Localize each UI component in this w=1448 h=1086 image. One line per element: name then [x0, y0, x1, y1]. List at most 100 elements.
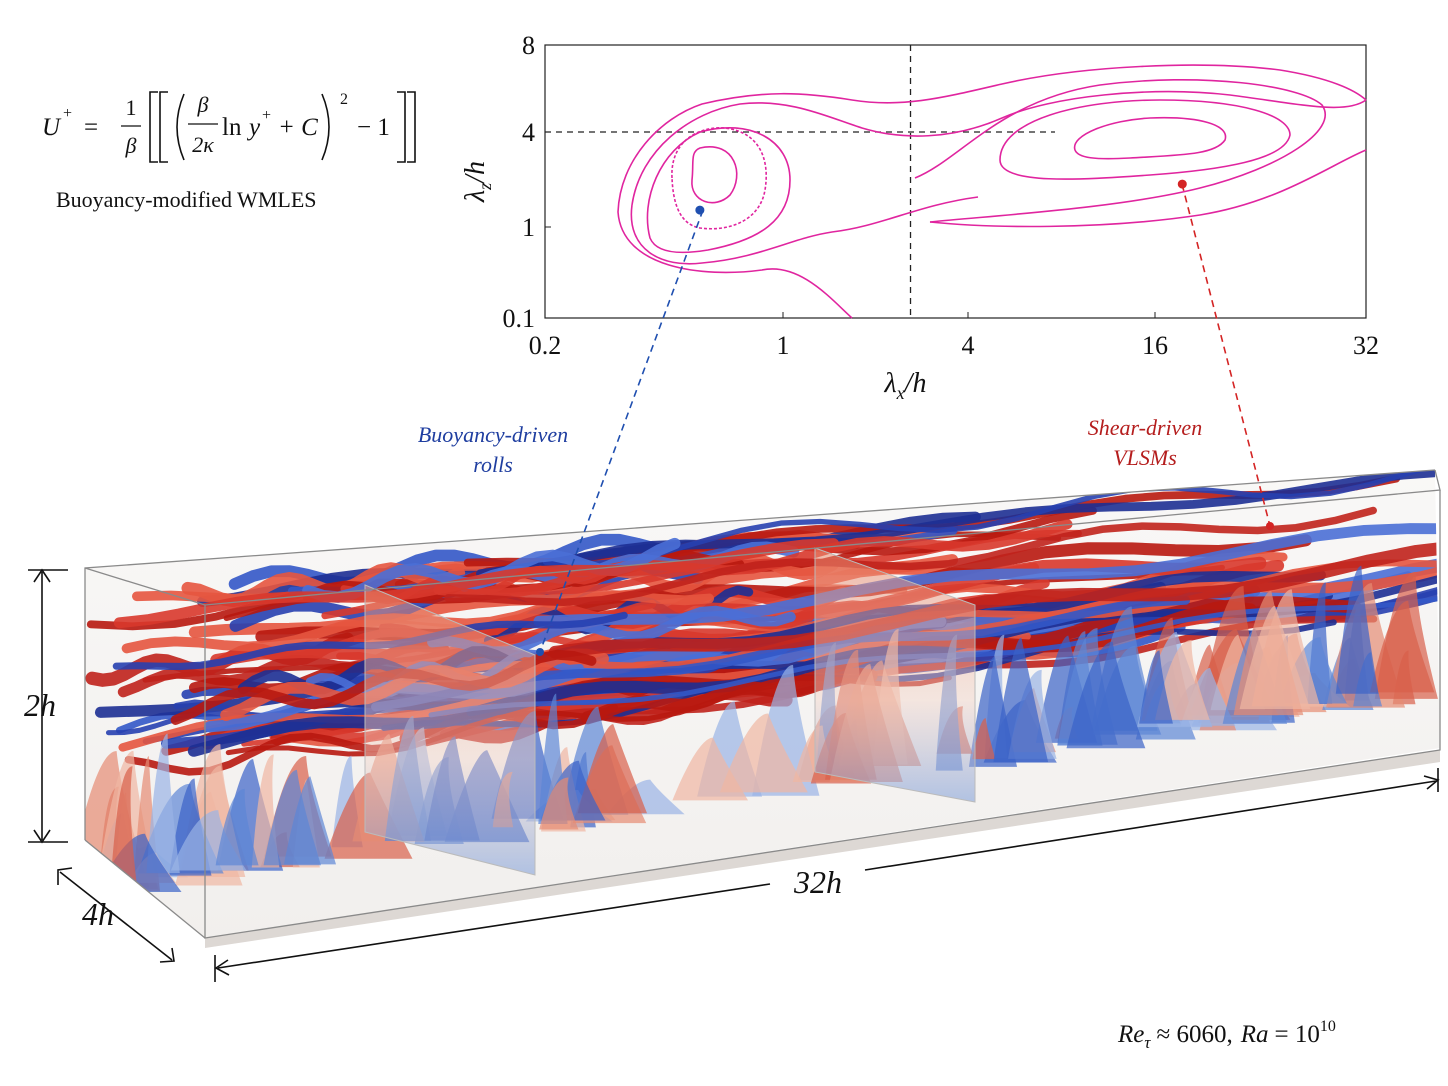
eq-lhs-sup: +	[63, 105, 72, 122]
dimension-length: 32h	[793, 864, 842, 900]
y-axis-label-symbol: λ	[460, 190, 491, 203]
vortex-tube	[533, 503, 1440, 627]
dimension-height: 2h	[24, 687, 56, 723]
annotation-line: Shear-driven	[1088, 415, 1202, 440]
thermal-plume	[672, 737, 749, 801]
thermal-plume	[1155, 639, 1210, 720]
vortex-tube	[444, 506, 1377, 607]
contour-line	[914, 79, 1326, 223]
paren	[321, 93, 330, 161]
eq-y: y	[246, 114, 261, 141]
thermal-plume	[577, 724, 648, 814]
x-tick-label: 0.2	[529, 331, 562, 360]
eq-plus-c: + C	[278, 114, 318, 141]
contour-line	[646, 127, 791, 254]
annotation-buoyancy: Buoyancy-driven rolls	[418, 422, 568, 477]
thermal-plume	[539, 777, 579, 830]
cut-plane	[364, 584, 536, 876]
re-value: ≈ 6060,	[1156, 1021, 1232, 1048]
eq-y-sup: +	[262, 107, 271, 124]
contour-line	[1074, 116, 1227, 160]
y-tick-label: 8	[522, 31, 535, 60]
connector	[1181, 183, 1271, 527]
y-tick-label: 0.1	[503, 304, 536, 333]
bracket	[149, 91, 168, 163]
x-tick-label: 1	[777, 331, 790, 360]
dimension-width: 4h	[82, 896, 114, 932]
thermal-plume	[1369, 600, 1435, 693]
connector-end	[1266, 522, 1274, 530]
thermal-plume	[263, 769, 322, 866]
thermal-plume	[146, 733, 180, 874]
annotation-line: rolls	[473, 452, 513, 477]
eq-equals: =	[84, 114, 98, 141]
y-tick-label: 1	[522, 213, 535, 242]
dimension-arrows	[28, 568, 1440, 982]
x-tick-label: 4	[962, 331, 975, 360]
y-axis-label-sub: z	[475, 183, 495, 191]
eq-lhs: U	[42, 114, 62, 141]
y-axis-label: λz/h	[460, 161, 495, 203]
eq-frac2-num: β	[197, 92, 209, 117]
vortex-tube	[228, 533, 680, 590]
contour-line	[929, 149, 1367, 228]
contour-line	[691, 146, 738, 204]
cut-plane	[814, 547, 976, 803]
y-axis-label-rest: /h	[460, 161, 491, 185]
eq-minus-one: − 1	[357, 114, 390, 141]
parameters: Reτ ≈ 6060, Ra = 1010	[1117, 1018, 1336, 1052]
flow-visualization	[84, 469, 1441, 948]
contour-line	[631, 90, 1367, 206]
re: Re	[1117, 1021, 1144, 1048]
contour-line	[630, 196, 979, 265]
box-edges	[84, 469, 1441, 939]
thermal-plume	[110, 766, 138, 887]
plot-frame	[544, 44, 1367, 319]
ra-exp: 10	[1320, 1018, 1336, 1035]
equation: U + = 1 β β 2κ ln y + + C 2 − 1	[42, 91, 416, 163]
x-axis-label: λx/h	[884, 368, 927, 403]
contour-line	[999, 99, 1291, 180]
eq-ln: ln	[222, 114, 242, 141]
paren	[176, 93, 185, 161]
annotation-line: Buoyancy-driven	[418, 422, 568, 447]
contour-line	[671, 127, 767, 230]
vortex-tube	[548, 526, 1440, 659]
connector	[539, 209, 704, 653]
y-tick-label: 4	[522, 118, 535, 147]
re-sub: τ	[1144, 1033, 1151, 1052]
thermal-plume	[972, 718, 996, 760]
vortex-tube	[475, 470, 1440, 579]
eq-frac2-den: 2κ	[192, 132, 214, 157]
eq-frac1-den: β	[125, 133, 137, 158]
contour-line	[617, 64, 1367, 213]
bracket	[397, 91, 416, 163]
thermal-plume	[1335, 565, 1379, 694]
thermal-plume	[1139, 650, 1173, 724]
thermal-plume	[1239, 605, 1311, 710]
annotation-line: VLSMs	[1113, 445, 1177, 470]
thermal-plume	[719, 713, 808, 793]
vortex-tube	[542, 470, 1440, 567]
box-floor-edge	[205, 750, 1440, 948]
thermal-plume	[215, 788, 259, 866]
x-axis-label-symbol: λ	[884, 368, 897, 399]
eq-power: 2	[340, 91, 348, 108]
ra: Ra	[1240, 1021, 1269, 1048]
x-tick-label: 32	[1353, 331, 1379, 360]
contour-line	[617, 211, 853, 319]
eq-frac1-num: 1	[126, 95, 137, 120]
connector-end	[536, 648, 544, 656]
thermal-plume	[993, 637, 1049, 763]
annotation-shear: Shear-driven VLSMs	[1088, 415, 1202, 470]
x-axis-label-rest: /h	[903, 368, 927, 399]
caption: Buoyancy-modified WMLES	[56, 187, 317, 212]
x-axis-label-sub: x	[896, 383, 905, 403]
thermal-plume	[1066, 641, 1146, 749]
x-tick-label: 16	[1142, 331, 1168, 360]
ra-eq: = 10	[1274, 1021, 1319, 1048]
